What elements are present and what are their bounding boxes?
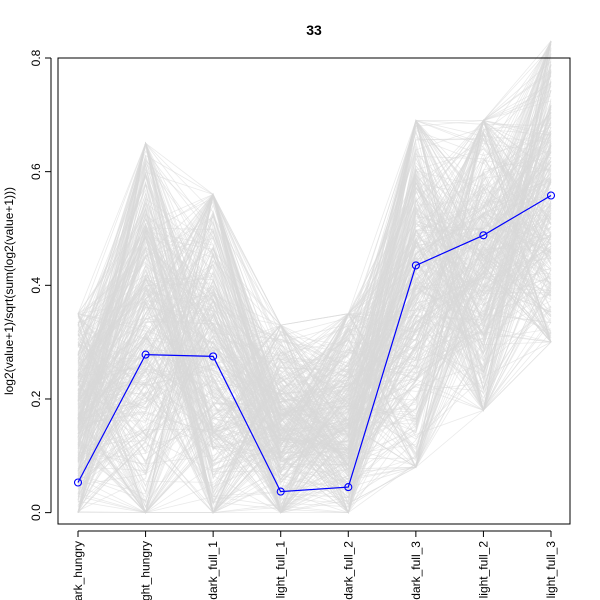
plot-frame bbox=[57, 57, 571, 525]
background-line bbox=[77, 177, 552, 468]
background-line bbox=[77, 264, 552, 514]
background-line bbox=[77, 114, 552, 491]
background-line bbox=[77, 141, 552, 442]
background-line bbox=[77, 151, 552, 435]
background-line bbox=[77, 149, 552, 506]
background-line bbox=[77, 145, 552, 497]
data-point bbox=[209, 352, 218, 361]
x-tick-label: light_full_1 bbox=[274, 541, 288, 599]
background-line bbox=[77, 119, 552, 452]
y-tick-label: 0.2 bbox=[29, 390, 43, 407]
background-line bbox=[77, 89, 552, 403]
background-line bbox=[77, 133, 552, 421]
background-line bbox=[77, 178, 552, 461]
y-tick-label: 0.6 bbox=[29, 163, 43, 180]
background-line bbox=[77, 192, 552, 448]
background-line bbox=[77, 159, 552, 450]
background-profile-lines bbox=[77, 40, 552, 515]
chart-title: 33 bbox=[306, 22, 322, 38]
background-line bbox=[77, 106, 552, 488]
background-line bbox=[77, 120, 552, 416]
data-point bbox=[276, 487, 285, 496]
series-line bbox=[77, 194, 552, 493]
data-point bbox=[344, 483, 353, 492]
background-line bbox=[77, 40, 552, 444]
x-axis: ark_hungry ght_hungry dark_full_1 light_ful… bbox=[71, 530, 558, 600]
background-line bbox=[77, 40, 552, 484]
y-axis: 0.0 0.2 0.4 0.6 0.8 bbox=[29, 49, 52, 521]
background-line bbox=[77, 109, 552, 420]
x-tick-label: light_full_2 bbox=[476, 541, 490, 599]
background-line bbox=[77, 245, 552, 514]
data-point bbox=[479, 231, 488, 240]
background-line bbox=[77, 131, 552, 482]
background-line bbox=[77, 72, 552, 473]
background-line bbox=[77, 209, 552, 420]
background-line bbox=[77, 239, 552, 436]
data-point bbox=[141, 350, 150, 359]
background-line bbox=[77, 90, 552, 514]
background-line bbox=[77, 64, 552, 513]
y-tick-label: 0.4 bbox=[29, 277, 43, 294]
data-point bbox=[411, 261, 420, 270]
background-line bbox=[77, 161, 552, 514]
x-tick-label: dark_full_3 bbox=[409, 541, 423, 600]
background-line bbox=[77, 187, 552, 514]
background-line bbox=[77, 220, 552, 428]
background-line bbox=[77, 226, 552, 413]
background-line bbox=[77, 64, 552, 470]
background-line bbox=[77, 199, 552, 504]
background-line bbox=[77, 205, 552, 435]
background-line bbox=[77, 179, 552, 514]
x-tick-label: ark_hungry bbox=[71, 541, 85, 600]
background-line bbox=[77, 119, 552, 467]
x-tick-label: dark_full_2 bbox=[341, 541, 355, 600]
background-line bbox=[77, 220, 552, 514]
background-line bbox=[77, 249, 552, 463]
background-line bbox=[77, 184, 552, 466]
y-axis-label: log2(value+1)/sqrt(sum(log2(value+1))) bbox=[2, 187, 16, 395]
background-line bbox=[77, 227, 552, 511]
background-line bbox=[77, 190, 552, 437]
y-tick-label: 0.8 bbox=[29, 49, 43, 66]
data-point bbox=[546, 191, 556, 200]
x-tick-label: light_full_3 bbox=[544, 541, 558, 599]
background-line bbox=[77, 176, 552, 494]
x-tick-label: dark_full_1 bbox=[206, 541, 220, 600]
background-line bbox=[77, 118, 552, 512]
background-line bbox=[77, 203, 552, 498]
data-point bbox=[73, 478, 83, 487]
background-line bbox=[77, 228, 552, 514]
background-line bbox=[77, 120, 552, 514]
background-line bbox=[77, 201, 552, 460]
background-line bbox=[77, 117, 552, 503]
background-line bbox=[77, 118, 552, 514]
background-line bbox=[77, 120, 552, 490]
y-tick-label: 0.0 bbox=[29, 504, 43, 521]
background-line bbox=[77, 81, 552, 514]
background-line bbox=[77, 141, 552, 434]
x-tick-label: ght_hungry bbox=[139, 541, 153, 600]
background-line bbox=[77, 119, 552, 472]
series-layer bbox=[73, 191, 556, 496]
background-line bbox=[77, 71, 552, 429]
